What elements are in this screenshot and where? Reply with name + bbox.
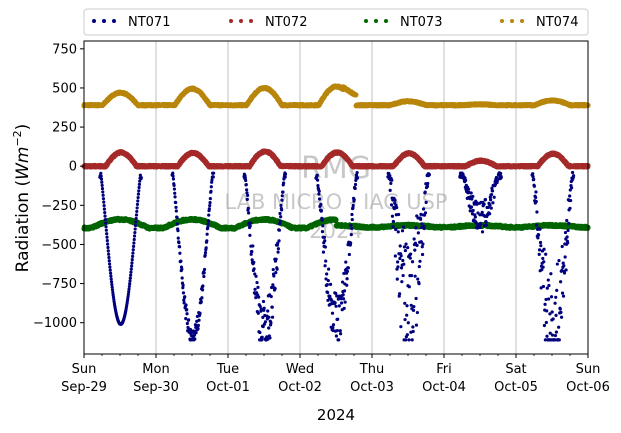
legend-frame — [83, 8, 589, 36]
data-point — [333, 217, 339, 223]
legend-label-nt074: NT074 — [536, 15, 578, 30]
legend-label-nt072: NT072 — [265, 15, 307, 30]
grid-lines — [155, 41, 517, 354]
legend-marker-nt072 — [229, 19, 253, 23]
legend-marker-nt074 — [500, 19, 524, 23]
legend-label-nt073: NT073 — [400, 15, 442, 30]
series-nt072 — [81, 148, 591, 170]
legend-marker-nt071 — [92, 19, 116, 23]
data-point — [353, 92, 359, 98]
legend-marker-nt073 — [364, 19, 388, 23]
series-nt074 — [81, 83, 591, 109]
series-layer — [81, 83, 591, 342]
legend-label-nt071: NT071 — [128, 15, 170, 30]
legend: NT071 NT072 NT073 NT074 — [83, 8, 589, 36]
watermark-line: LAB MICRO - IAG USP — [224, 190, 447, 214]
